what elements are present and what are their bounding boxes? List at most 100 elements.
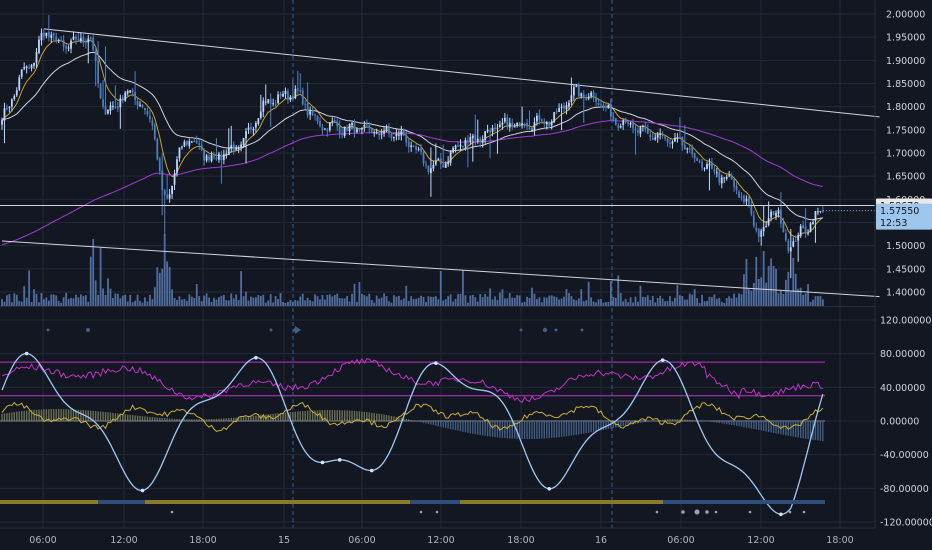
volume-bar	[65, 292, 67, 306]
candle-body	[43, 32, 45, 37]
volume-bar	[713, 294, 716, 306]
volume-bar	[296, 300, 299, 306]
candle-body	[797, 235, 800, 241]
candle-body	[346, 127, 348, 131]
histogram-bar	[514, 421, 516, 439]
candle-body	[600, 104, 602, 106]
histogram-bar	[804, 421, 807, 439]
histogram-bar	[279, 413, 282, 421]
candle-body	[33, 62, 35, 66]
candle-body	[590, 92, 593, 96]
volume-bar	[294, 300, 297, 306]
volume-bar	[646, 295, 649, 306]
candle-body	[508, 123, 511, 128]
price-tick-label: 1.90000	[886, 56, 925, 67]
volume-bar	[57, 300, 60, 306]
histogram-bar	[242, 416, 245, 421]
volume-bar	[812, 299, 814, 306]
candle-body	[331, 120, 334, 122]
histogram-bar	[383, 414, 385, 421]
candle-body	[284, 90, 287, 94]
volume-bar	[538, 297, 541, 306]
histogram-bar	[287, 412, 289, 421]
candle-body	[40, 33, 43, 41]
candle-body	[656, 134, 659, 138]
volume-bar	[745, 258, 748, 306]
candle-body	[698, 161, 701, 163]
candle-body	[356, 129, 358, 133]
histogram-bar	[255, 415, 257, 421]
histogram-bar	[417, 421, 420, 422]
signal-marker	[554, 328, 558, 332]
histogram-bar	[284, 412, 287, 421]
volume-bar	[634, 296, 637, 306]
candle-body	[198, 143, 201, 145]
histogram-bar	[368, 412, 370, 421]
histogram-bar	[247, 416, 250, 421]
candle-body	[360, 127, 363, 130]
histogram-bar	[459, 421, 462, 432]
volume-bar	[336, 293, 339, 306]
histogram-bar	[8, 412, 11, 421]
volume-bar	[252, 297, 255, 306]
volume-bar	[171, 289, 173, 306]
histogram-bar	[790, 421, 792, 437]
volume-bar	[496, 299, 499, 306]
candle-body	[740, 196, 743, 198]
histogram-bar	[481, 421, 484, 436]
last-price-tag	[876, 203, 932, 230]
histogram-bar	[785, 421, 787, 436]
candle-body	[324, 128, 326, 130]
volume-bar	[287, 301, 289, 306]
candle-body	[311, 109, 314, 116]
oscillator-dot	[254, 355, 258, 360]
candle-body	[375, 132, 378, 134]
candle-body	[262, 100, 265, 112]
volume-bar	[144, 297, 146, 306]
candle-body	[168, 194, 171, 199]
candle-body	[582, 94, 585, 99]
histogram-bar	[33, 409, 35, 421]
volume-bar	[526, 296, 528, 306]
volume-bar	[272, 302, 275, 306]
histogram-bar	[87, 410, 89, 421]
candle-body	[794, 240, 797, 242]
histogram-bar	[282, 412, 284, 421]
candle-body	[767, 217, 770, 225]
histogram-bar	[223, 418, 225, 421]
histogram-bar	[770, 421, 772, 433]
histogram-bar	[304, 410, 306, 421]
rsi-line	[1, 357, 823, 404]
candle-body	[708, 163, 711, 166]
histogram-bar	[163, 418, 166, 421]
volume-bar	[789, 291, 792, 306]
candle-body	[454, 145, 457, 150]
volume-bar	[568, 293, 570, 306]
candle-body	[459, 144, 462, 147]
last-price-value: 1.57550	[880, 206, 919, 217]
histogram-bar	[408, 419, 410, 421]
histogram-bar	[92, 410, 94, 421]
volume-bar	[338, 298, 341, 306]
histogram-bar	[814, 421, 817, 441]
histogram-bar	[634, 421, 637, 424]
volume-bar	[314, 294, 316, 306]
candle-body	[536, 115, 538, 122]
histogram-bar	[336, 410, 338, 421]
volume-bar	[351, 293, 353, 306]
histogram-bar	[592, 421, 595, 432]
volume-bar	[168, 267, 171, 306]
candle-body	[104, 105, 107, 115]
candle-body	[622, 120, 625, 125]
candle-body	[654, 137, 657, 140]
volume-bar	[775, 268, 777, 306]
histogram-bar	[472, 421, 474, 434]
candle-body	[87, 38, 90, 43]
volume-bar	[708, 296, 711, 306]
candle-body	[126, 91, 129, 94]
histogram-bar	[225, 418, 228, 421]
trendlines[interactable]	[1, 28, 880, 298]
candle-body	[518, 122, 521, 127]
candle-body	[67, 47, 70, 49]
